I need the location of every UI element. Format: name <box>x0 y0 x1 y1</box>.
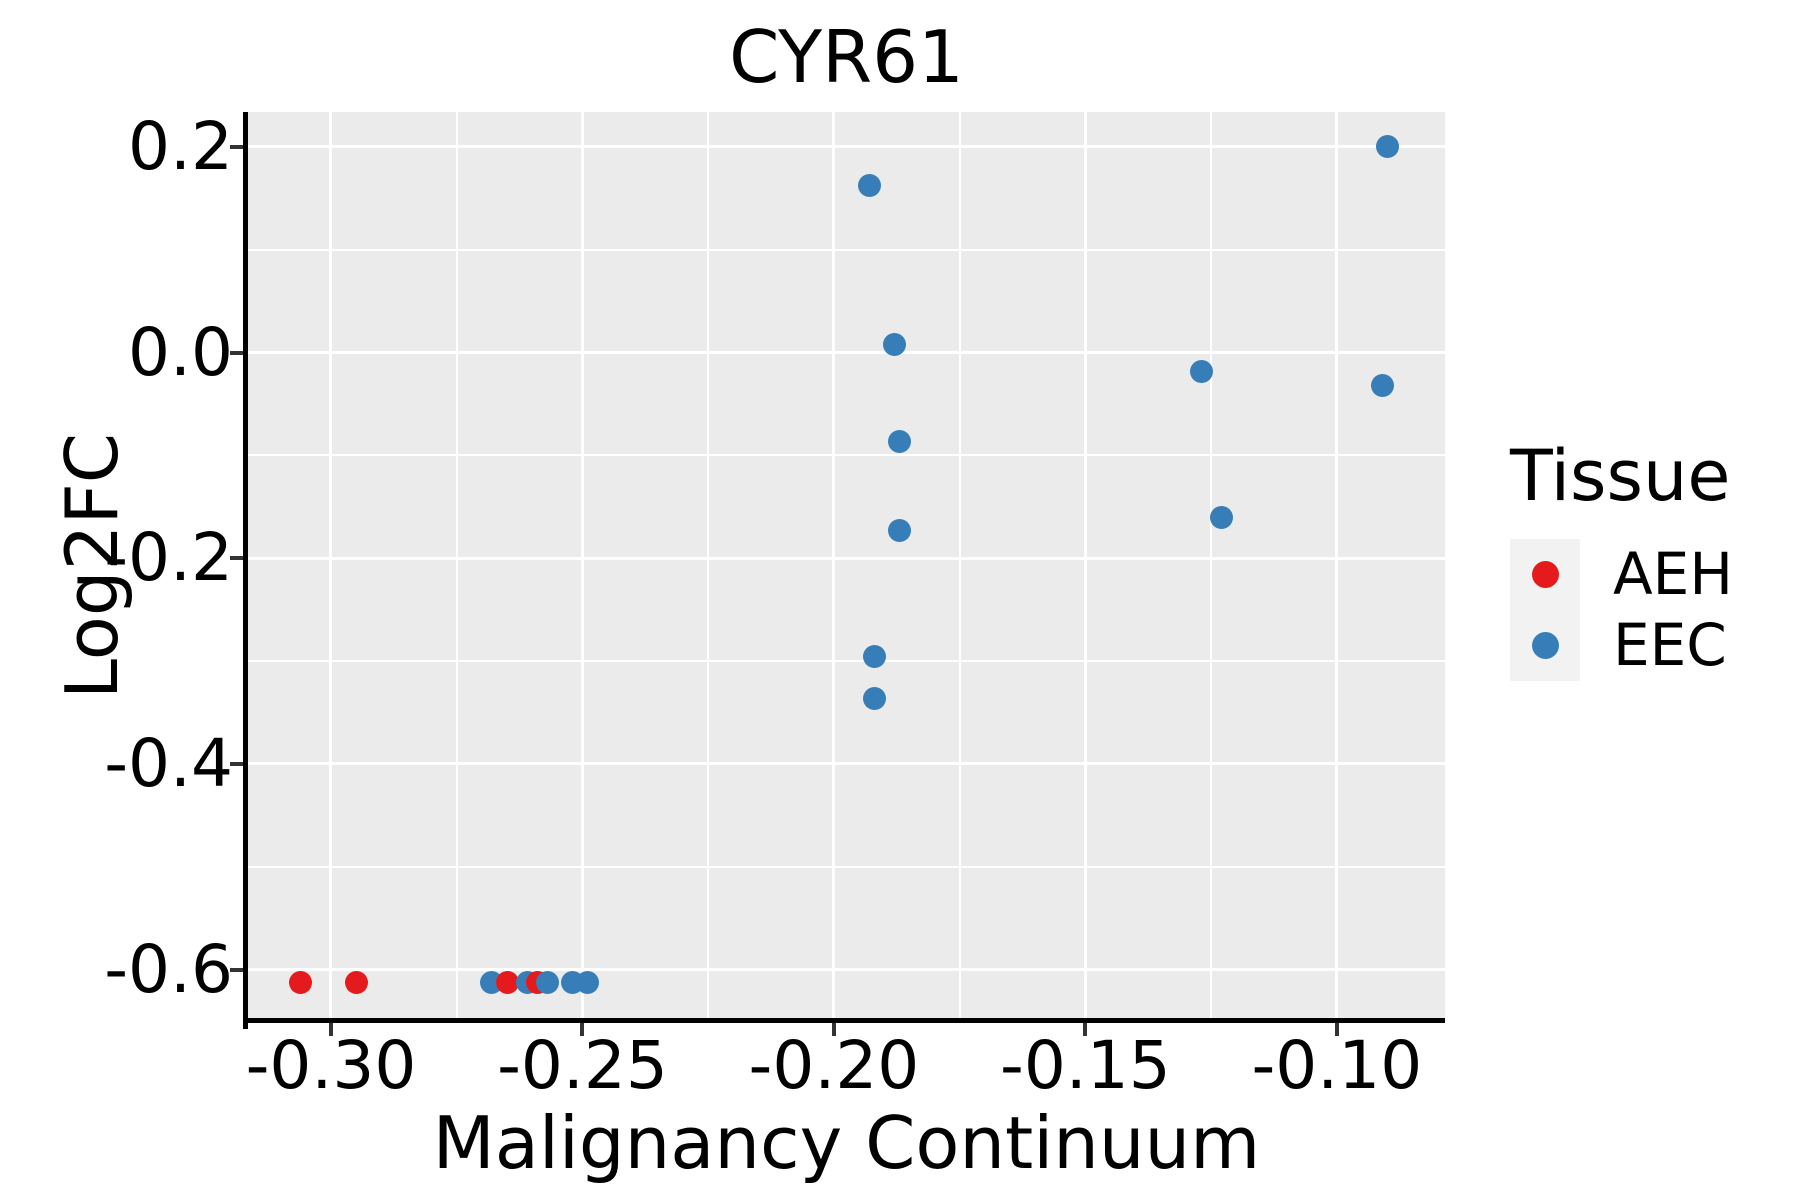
x-minor-gridline <box>958 112 961 1018</box>
data-point-eec <box>1209 505 1233 529</box>
data-point-eec <box>535 970 559 994</box>
y-major-gridline <box>248 556 1445 560</box>
y-tick-label: 0.2 <box>128 107 233 185</box>
y-minor-gridline <box>248 454 1445 457</box>
data-point-eec <box>887 519 911 543</box>
y-tick-mark <box>230 967 243 972</box>
y-minor-gridline <box>248 248 1445 251</box>
x-minor-gridline <box>1210 112 1213 1018</box>
x-tick-label: -0.20 <box>748 1027 920 1104</box>
y-tick-mark <box>230 350 243 355</box>
x-axis-spine <box>243 1018 1445 1023</box>
x-major-gridline <box>580 112 584 1018</box>
x-tick-mark <box>1334 1023 1339 1036</box>
legend-key-eec <box>1510 610 1580 681</box>
x-tick-mark <box>580 1023 585 1036</box>
x-tick-mark <box>1083 1023 1088 1036</box>
data-point-eec <box>887 429 911 453</box>
data-point-eec <box>1375 135 1399 159</box>
data-point-aeh <box>495 970 519 994</box>
legend-entry-eec: EEC <box>1510 610 1800 681</box>
data-point-eec <box>862 686 886 710</box>
data-point-eec <box>575 970 599 994</box>
y-minor-gridline <box>248 660 1445 663</box>
legend: Tissue AEH EEC <box>1510 436 1800 681</box>
x-tick-mark <box>328 1023 333 1036</box>
x-tick-label: -0.25 <box>497 1027 668 1104</box>
x-major-gridline <box>1083 112 1087 1018</box>
legend-entry-aeh: AEH <box>1510 539 1800 610</box>
y-tick-label: -0.2 <box>104 519 233 597</box>
legend-label-eec: EEC <box>1613 611 1727 679</box>
x-major-gridline <box>832 112 836 1018</box>
y-tick-label: 0.0 <box>128 313 233 391</box>
x-tick-label: -0.10 <box>1251 1027 1423 1104</box>
legend-title: Tissue <box>1510 435 1731 517</box>
y-major-gridline <box>248 762 1445 766</box>
data-point-eec <box>1189 359 1213 383</box>
x-tick-mark <box>831 1023 836 1036</box>
y-major-gridline <box>248 351 1445 355</box>
y-tick-label: -0.6 <box>104 930 233 1008</box>
x-axis-title: Malignancy Continuum <box>432 1101 1261 1185</box>
aeh-dot-icon <box>1531 561 1559 588</box>
data-point-eec <box>882 332 906 356</box>
data-point-eec <box>862 644 886 668</box>
y-major-gridline <box>248 968 1445 972</box>
y-major-gridline <box>248 145 1445 149</box>
data-point-eec <box>857 173 881 197</box>
y-tick-label: -0.4 <box>104 724 233 802</box>
x-minor-gridline <box>455 112 458 1018</box>
y-tick-mark <box>230 761 243 766</box>
data-point-eec <box>1370 374 1394 398</box>
x-major-gridline <box>1335 112 1339 1018</box>
legend-label-aeh: AEH <box>1613 540 1733 608</box>
x-minor-gridline <box>707 112 710 1018</box>
x-major-gridline <box>329 112 333 1018</box>
data-point-aeh <box>344 970 368 994</box>
y-minor-gridline <box>248 865 1445 868</box>
plot-title: CYR61 <box>729 15 964 99</box>
y-axis-spine <box>243 112 248 1029</box>
x-tick-label: -0.30 <box>245 1027 417 1104</box>
legend-key-aeh <box>1510 539 1580 610</box>
x-tick-label: -0.15 <box>1000 1027 1171 1104</box>
y-tick-mark <box>230 556 243 561</box>
y-tick-mark <box>230 144 243 149</box>
data-point-aeh <box>289 970 313 994</box>
eec-dot-icon <box>1531 632 1559 659</box>
